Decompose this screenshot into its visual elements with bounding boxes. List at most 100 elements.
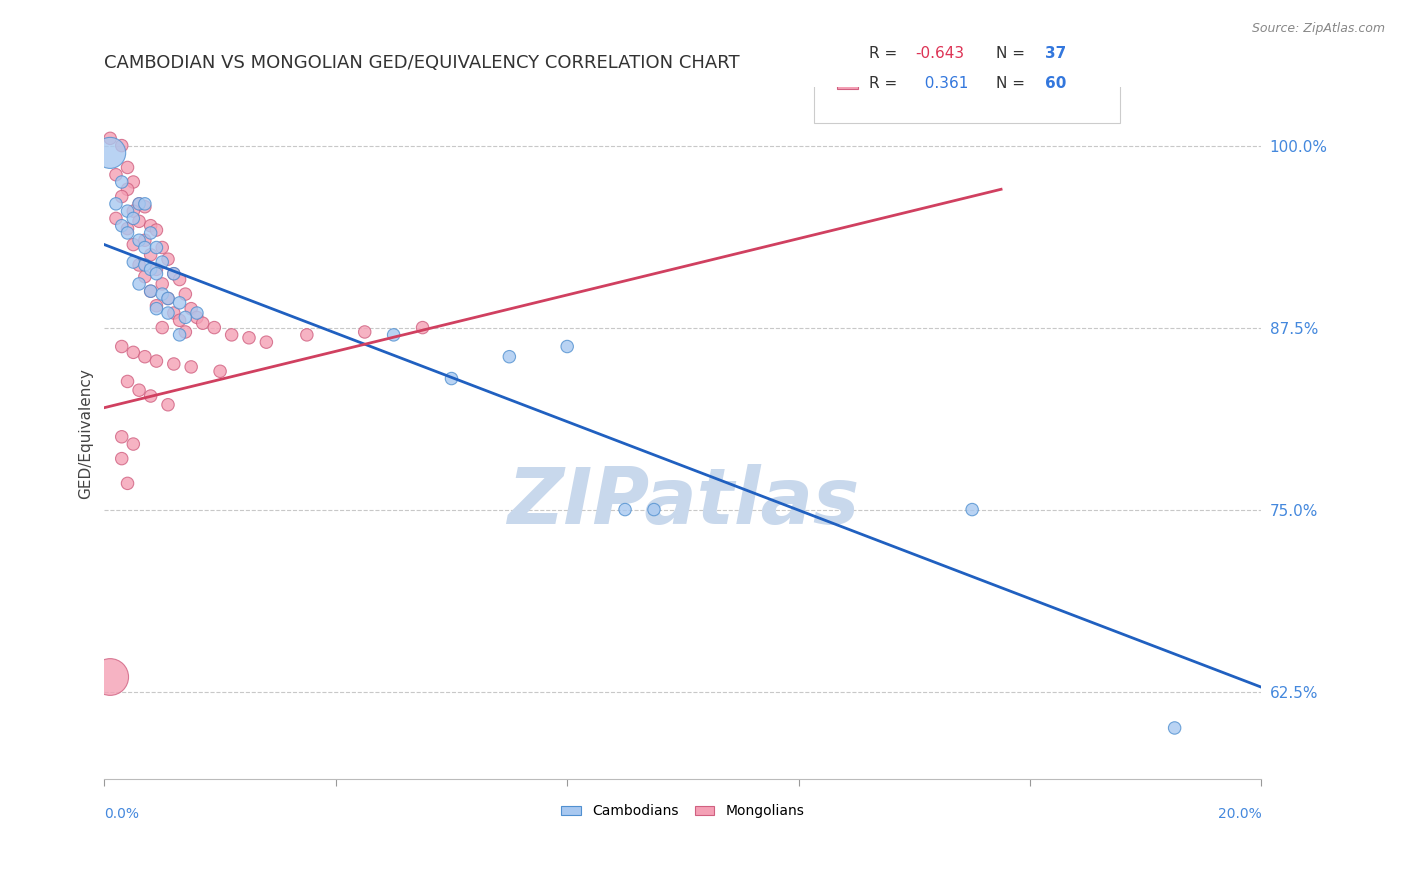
- Point: [122, 175, 145, 189]
- Point: [128, 214, 150, 228]
- Point: [156, 292, 179, 306]
- Point: [209, 364, 232, 378]
- Point: [104, 168, 127, 182]
- Point: [122, 255, 145, 269]
- Point: [134, 233, 156, 247]
- Point: [156, 306, 179, 320]
- Point: [117, 161, 139, 175]
- Point: [139, 262, 162, 277]
- Point: [169, 296, 191, 310]
- Point: [180, 359, 202, 374]
- Point: [163, 357, 186, 371]
- Point: [117, 375, 139, 389]
- Point: [156, 252, 179, 267]
- Point: [139, 219, 162, 233]
- Point: [111, 339, 134, 353]
- Point: [169, 272, 191, 286]
- Text: CAMBODIAN VS MONGOLIAN GED/EQUIVALENCY CORRELATION CHART: CAMBODIAN VS MONGOLIAN GED/EQUIVALENCY C…: [104, 54, 740, 72]
- Point: [156, 292, 179, 306]
- Point: [98, 145, 121, 160]
- Point: [111, 138, 134, 153]
- Point: [412, 320, 434, 334]
- Point: [145, 240, 167, 254]
- Point: [221, 327, 243, 342]
- Point: [145, 299, 167, 313]
- Point: [122, 437, 145, 451]
- Point: [202, 320, 225, 334]
- Point: [117, 182, 139, 196]
- Point: [163, 267, 186, 281]
- Point: [191, 316, 214, 330]
- Point: [128, 197, 150, 211]
- Point: [111, 219, 134, 233]
- Point: [134, 350, 156, 364]
- Point: [139, 284, 162, 298]
- Point: [295, 327, 318, 342]
- Point: [139, 389, 162, 403]
- Point: [145, 267, 167, 281]
- Point: [104, 211, 127, 226]
- Point: [150, 240, 173, 254]
- Point: [128, 233, 150, 247]
- Text: R =: R =: [869, 76, 903, 91]
- Point: [122, 345, 145, 359]
- Point: [134, 258, 156, 272]
- Point: [186, 306, 208, 320]
- Text: 60: 60: [1045, 76, 1066, 91]
- Point: [128, 277, 150, 291]
- Point: [614, 502, 637, 516]
- Y-axis label: GED/Equivalency: GED/Equivalency: [79, 368, 93, 499]
- Point: [98, 670, 121, 684]
- Text: 20.0%: 20.0%: [1218, 806, 1261, 821]
- Point: [1163, 721, 1185, 735]
- Point: [134, 240, 156, 254]
- Point: [156, 398, 179, 412]
- FancyBboxPatch shape: [837, 72, 858, 89]
- Point: [128, 383, 150, 397]
- Point: [145, 354, 167, 368]
- Point: [117, 204, 139, 219]
- Point: [163, 267, 186, 281]
- Point: [111, 451, 134, 466]
- Point: [145, 262, 167, 277]
- Legend: Cambodians, Mongolians: Cambodians, Mongolians: [555, 798, 810, 824]
- Point: [169, 327, 191, 342]
- Point: [134, 200, 156, 214]
- Point: [139, 284, 162, 298]
- Point: [238, 331, 260, 345]
- Point: [128, 197, 150, 211]
- Text: 37: 37: [1045, 46, 1066, 61]
- Text: 0.0%: 0.0%: [104, 806, 139, 821]
- Point: [145, 301, 167, 316]
- Point: [98, 131, 121, 145]
- Text: 0.361: 0.361: [915, 76, 969, 91]
- Point: [555, 339, 578, 353]
- Point: [111, 430, 134, 444]
- Point: [104, 197, 127, 211]
- Text: R =: R =: [869, 46, 903, 61]
- Text: N =: N =: [997, 76, 1031, 91]
- Point: [128, 258, 150, 272]
- Point: [960, 502, 983, 516]
- FancyBboxPatch shape: [837, 43, 858, 59]
- Point: [498, 350, 520, 364]
- Point: [134, 269, 156, 284]
- Point: [139, 226, 162, 240]
- Point: [150, 320, 173, 334]
- Text: Source: ZipAtlas.com: Source: ZipAtlas.com: [1251, 22, 1385, 36]
- Text: N =: N =: [997, 46, 1031, 61]
- Text: ZIPatlas: ZIPatlas: [506, 465, 859, 541]
- Point: [122, 211, 145, 226]
- Point: [117, 221, 139, 235]
- Point: [174, 325, 197, 339]
- Point: [150, 277, 173, 291]
- Point: [186, 310, 208, 325]
- Point: [174, 287, 197, 301]
- Point: [174, 310, 197, 325]
- Point: [180, 301, 202, 316]
- Point: [134, 197, 156, 211]
- Point: [353, 325, 375, 339]
- Point: [117, 476, 139, 491]
- FancyBboxPatch shape: [814, 30, 1121, 123]
- Point: [254, 335, 277, 350]
